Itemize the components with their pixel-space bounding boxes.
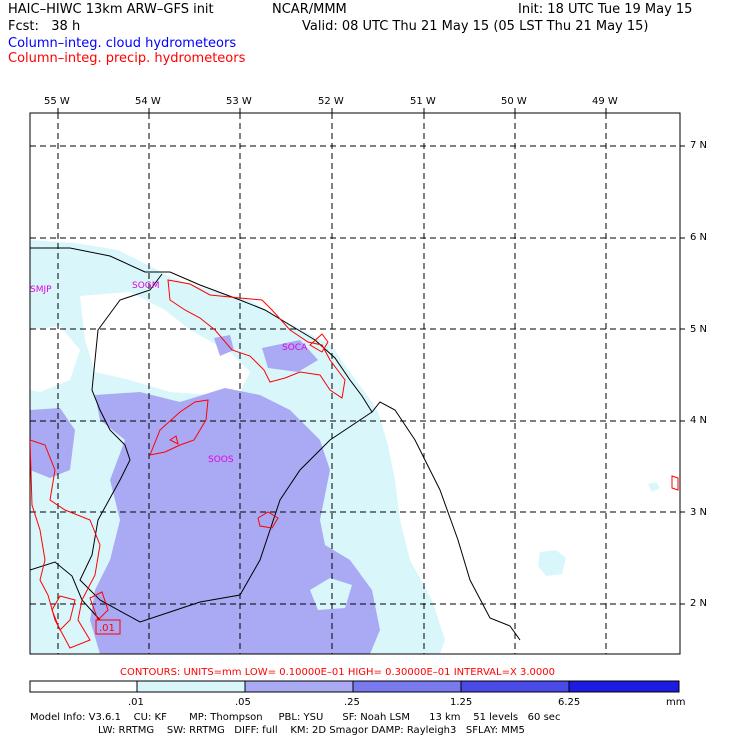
precip-contour: [671, 475, 679, 491]
shading-layer: [30, 240, 660, 654]
station-soos: SOOS: [208, 455, 234, 465]
station-sogm: SOGM: [132, 281, 160, 291]
cloud-light-blob-far-east: [648, 482, 660, 492]
lon-label-49w: 49 W: [592, 96, 618, 107]
colorbar-bin-1: [136, 680, 246, 693]
model-info-line1: Model Info: V3.6.1 CU: KF MP: Thompson P…: [30, 712, 561, 723]
precip-contour: [169, 435, 179, 445]
cloud-medium-blob-coast: [214, 335, 234, 356]
valid-time: Valid: 08 UTC Thu 21 May 15 (05 LST Thu …: [302, 19, 649, 34]
precip-contour: [51, 595, 76, 631]
organization: NCAR/MMM: [272, 2, 347, 17]
colorbar-bin-4: [460, 680, 570, 693]
colorbar-unit: mm: [666, 697, 686, 708]
map-frame: [29, 112, 681, 655]
precip-contours: [30, 279, 679, 649]
forecast-hour: Fcst: 38 h: [8, 19, 80, 34]
lat-label-3n: 3 N: [690, 507, 708, 518]
colorbar-tick-2: .25: [344, 697, 360, 708]
colorbar-bin-5: [568, 680, 680, 693]
station-smjp: SMJP: [30, 285, 52, 295]
coastline: [30, 247, 521, 641]
lon-label-51w: 51 W: [410, 96, 436, 107]
cloud-medium-blob-west: [30, 408, 75, 478]
colorbar-tick-4: 6.25: [558, 697, 581, 708]
legend-precip: Column–integ. precip. hydrometeors: [8, 51, 246, 66]
station-labels: SMJP SOGM SOCA SOOS: [30, 281, 308, 465]
colorbar-tick-1: .05: [235, 697, 251, 708]
lat-label-2n: 2 N: [690, 598, 708, 609]
colorbar: [29, 680, 680, 693]
model-title: HAIC–HIWC 13km ARW–GFS init: [8, 2, 214, 17]
lat-label-7n: 7 N: [690, 140, 708, 151]
precip-contour: [30, 439, 101, 649]
legend-cloud: Column–integ. cloud hydrometeors: [8, 36, 237, 51]
lon-label-55w: 55 W: [44, 96, 70, 107]
lon-label-50w: 50 W: [501, 96, 527, 107]
colorbar-bin-0: [29, 680, 138, 693]
colorbar-bin-2: [244, 680, 354, 693]
init-time: Init: 18 UTC Tue 19 May 15: [518, 2, 693, 17]
colorbar-tick-3: 1.25: [450, 697, 473, 708]
station-soca: SOCA: [282, 343, 308, 353]
coastlines-borders: [30, 247, 521, 641]
clear-gap-2: [30, 326, 80, 392]
cloud-light-hole-south: [310, 578, 352, 610]
model-info-line2: LW: RRTMG SW: RRTMG DIFF: full KM: 2D Sm…: [98, 725, 525, 736]
lat-label-5n: 5 N: [690, 324, 708, 335]
precip-contour: [167, 279, 346, 399]
fcst-value: 38 h: [51, 19, 81, 34]
precip-contour: [89, 591, 109, 621]
axis-ticks: [57, 108, 685, 605]
cloud-light-blob-east: [538, 550, 566, 576]
border-west: [30, 561, 101, 621]
lat-label-4n: 4 N: [690, 415, 708, 426]
contour-label-box: [95, 619, 121, 635]
cloud-medium-blob-socd: [262, 340, 318, 372]
fcst-label: Fcst:: [8, 19, 39, 34]
contour-label: .01: [99, 623, 115, 634]
colorbar-bin-3: [352, 680, 462, 693]
cloud-medium-region: [90, 388, 380, 654]
colorbar-tick-0: .01: [128, 697, 144, 708]
lon-label-53w: 53 W: [226, 96, 252, 107]
lat-label-6n: 6 N: [690, 232, 708, 243]
precip-contour: [257, 511, 279, 529]
lon-label-52w: 52 W: [318, 96, 344, 107]
lon-label-54w: 54 W: [135, 96, 161, 107]
border-suriname-fg: [79, 273, 373, 623]
clear-gap-1: [80, 292, 250, 395]
precip-contour: [309, 333, 329, 353]
precip-contour: [149, 399, 209, 456]
contours-info: CONTOURS: UNITS=mm LOW= 0.10000E–01 HIGH…: [120, 667, 555, 678]
